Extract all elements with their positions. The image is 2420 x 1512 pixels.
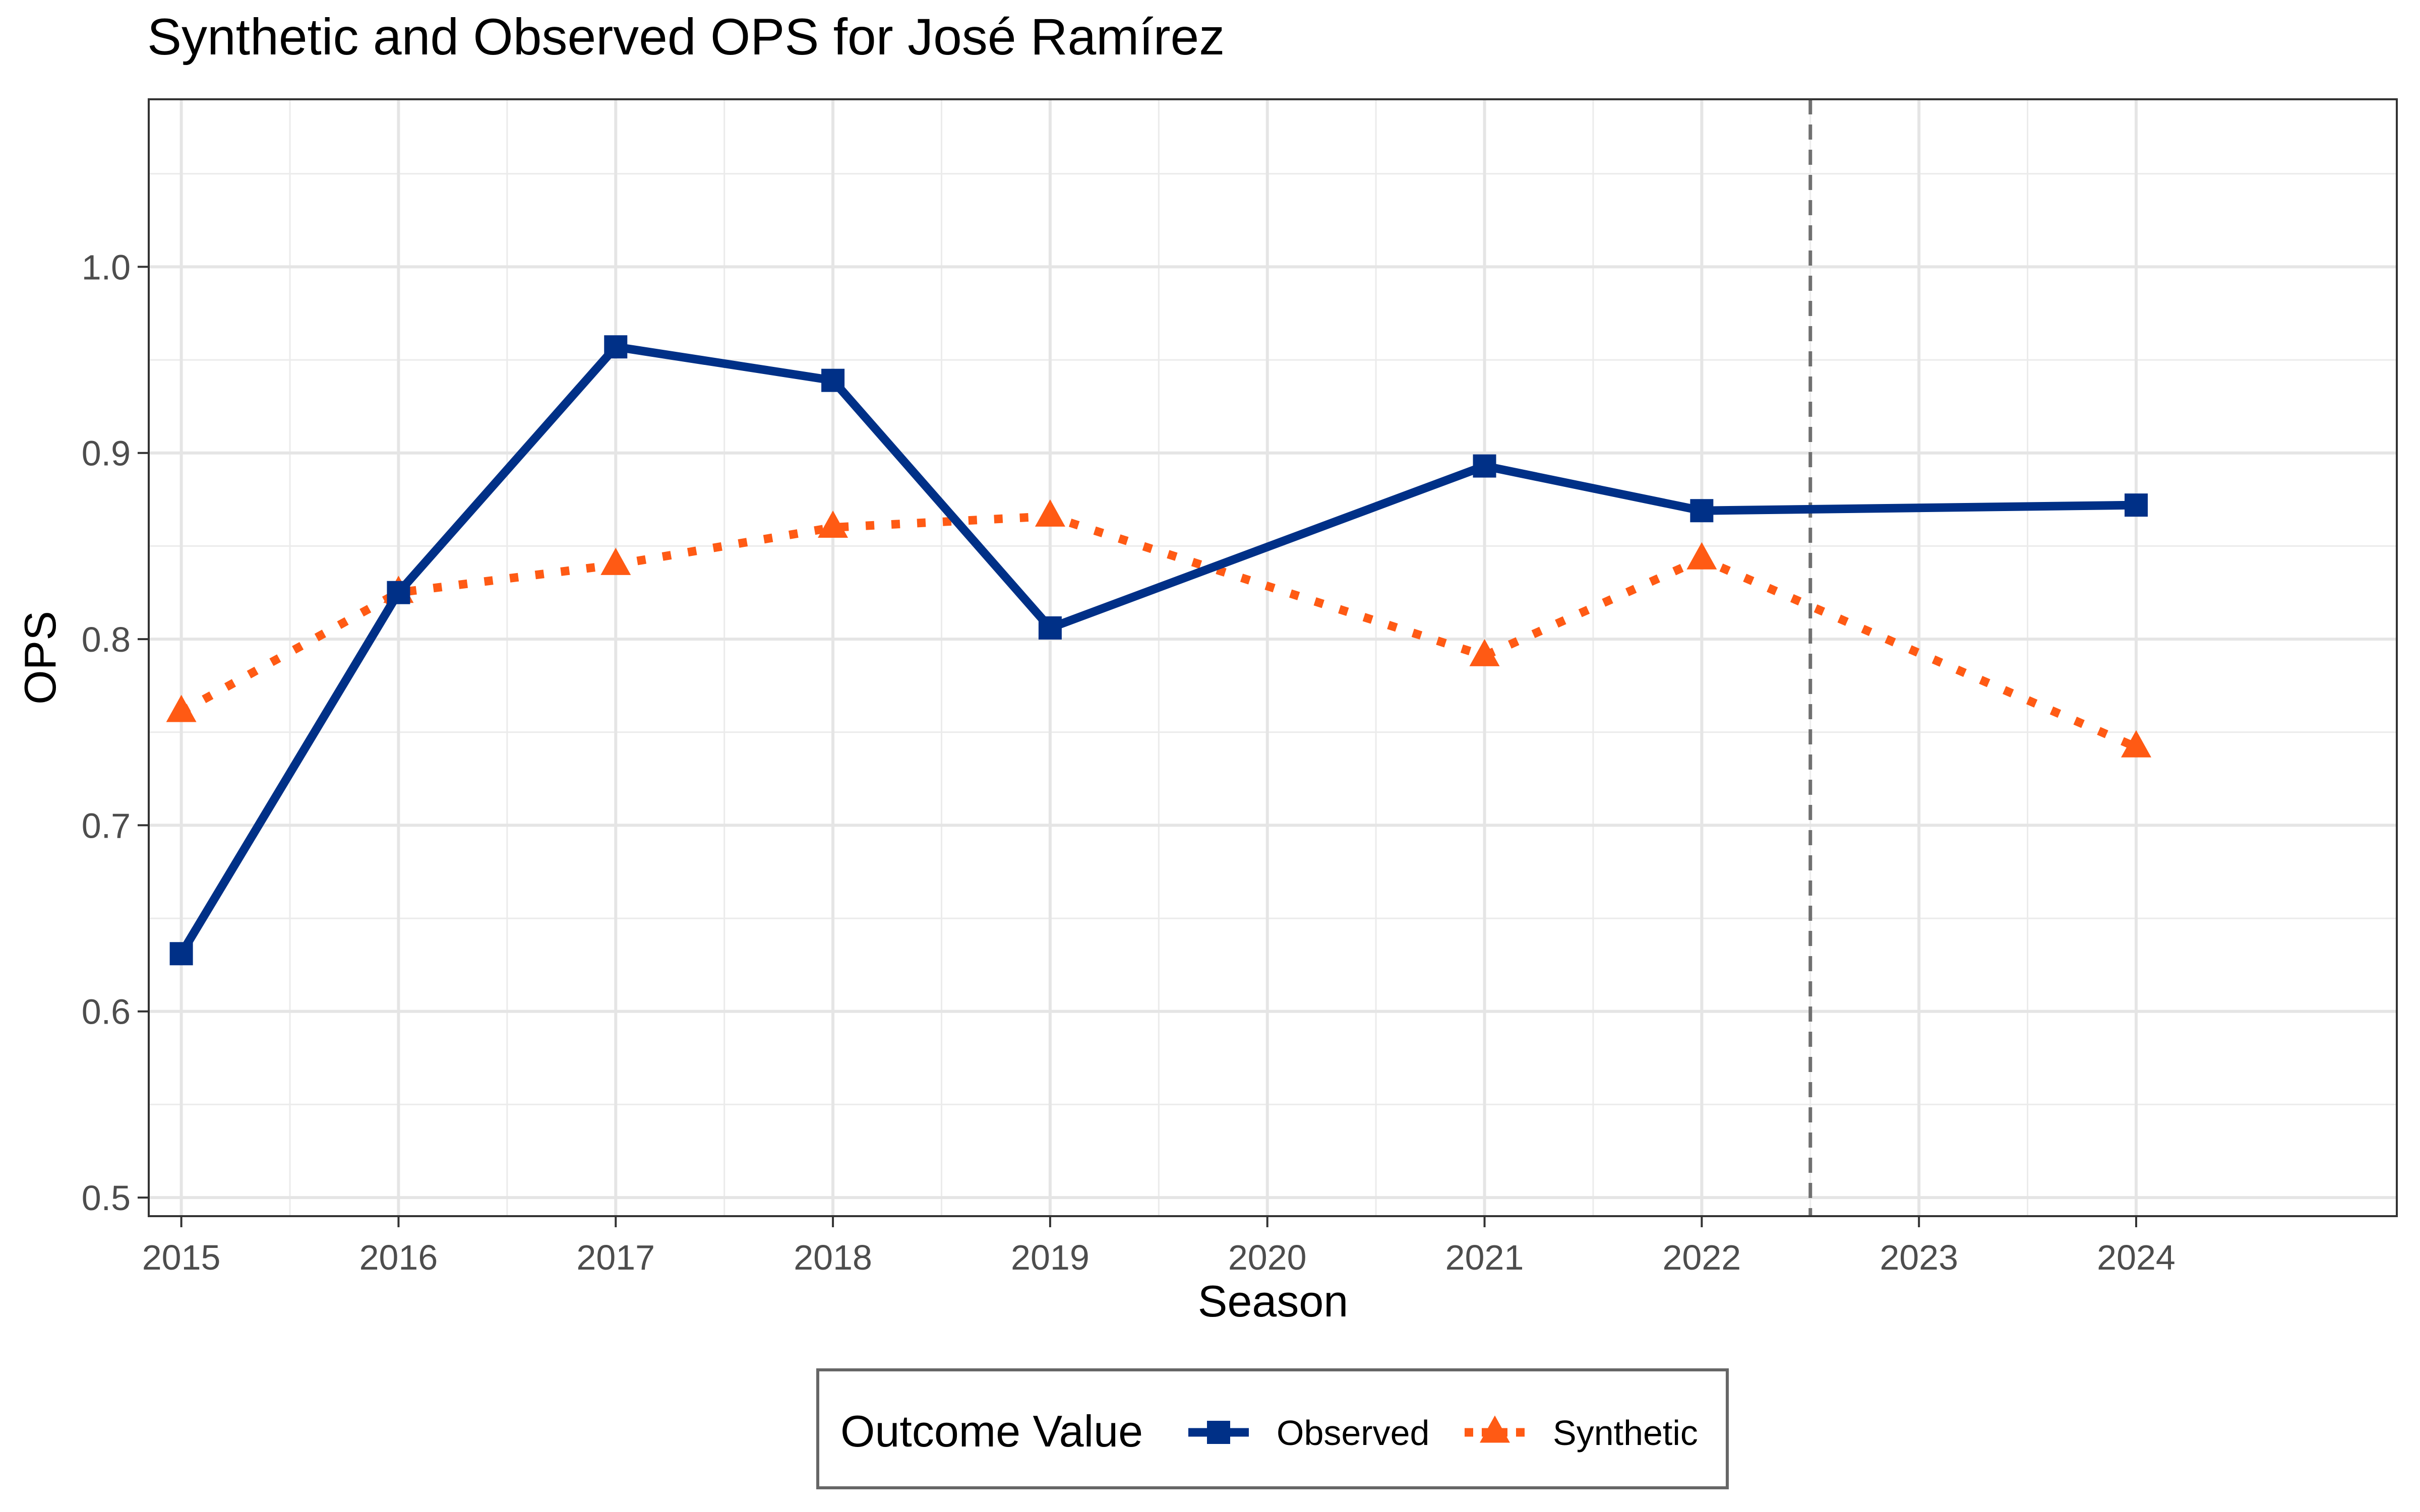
x-tick-label: 2023: [1880, 1238, 1958, 1277]
x-tick-label: 2018: [794, 1238, 872, 1277]
x-axis: 2015 2016 2017 2018 2019 2020 2021 2022 2023 2024: [142, 1216, 2175, 1277]
y-tick-label: 1.0: [82, 247, 131, 287]
y-tick-label: 0.7: [82, 806, 131, 845]
data-point: [169, 942, 193, 966]
legend-label: Observed: [1277, 1413, 1429, 1453]
data-point: [604, 335, 628, 359]
data-point: [2125, 493, 2148, 517]
data-point: [387, 581, 410, 604]
x-tick-label: 2020: [1228, 1238, 1307, 1277]
data-point: [821, 368, 845, 392]
data-point: [600, 547, 631, 575]
y-axis-title: OPS: [15, 611, 65, 705]
y-tick-label: 0.8: [82, 620, 131, 659]
legend: Outcome Value Observed Synthetic: [816, 1368, 1729, 1489]
legend-title: Outcome Value: [840, 1406, 1143, 1456]
legend-item-observed: Observed: [1188, 1413, 1429, 1453]
series-line-observed: [177, 342, 2137, 956]
data-point: [1038, 616, 1062, 640]
data-point: [1686, 542, 1717, 570]
data-point: [818, 510, 849, 538]
y-axis: 0.5 0.6 0.7 0.8 0.9 1.0: [82, 247, 149, 1218]
x-tick-label: 2022: [1663, 1238, 1741, 1277]
series-observed: [169, 335, 2148, 966]
plot-area: [148, 98, 2398, 1217]
major-gridlines: [149, 99, 2397, 1216]
legend-items: Observed Synthetic: [1188, 1413, 1698, 1453]
plot-background: [149, 99, 2397, 1216]
legend-key-marker: [1480, 1415, 1510, 1443]
data-point: [1473, 454, 1496, 478]
data-point: [1469, 639, 1500, 666]
x-tick-label: 2015: [142, 1238, 221, 1277]
series-line-synthetic: [179, 512, 2138, 751]
x-tick-label: 2016: [359, 1238, 438, 1277]
data-point: [166, 695, 197, 722]
data-point: [2121, 730, 2152, 758]
x-tick-label: 2021: [1445, 1238, 1524, 1277]
x-axis-title: Season: [1198, 1276, 1348, 1326]
data-point: [1690, 499, 1714, 523]
plot-border: [148, 98, 2398, 1217]
x-tick-label: 2019: [1011, 1238, 1090, 1277]
y-tick-label: 0.9: [82, 434, 131, 473]
x-tick-label: 2017: [576, 1238, 655, 1277]
y-tick-label: 0.5: [82, 1178, 131, 1218]
y-tick-label: 0.6: [82, 992, 131, 1032]
legend-label: Synthetic: [1553, 1413, 1698, 1453]
legend-box: [816, 1368, 1729, 1489]
series-layer: [166, 335, 2152, 966]
legend-key-marker: [1207, 1421, 1230, 1444]
legend-item-synthetic: Synthetic: [1465, 1413, 1698, 1453]
data-point: [1035, 499, 1065, 527]
chart-title: Synthetic and Observed OPS for José Ramí…: [147, 8, 1225, 66]
x-tick-label: 2024: [2097, 1238, 2175, 1277]
